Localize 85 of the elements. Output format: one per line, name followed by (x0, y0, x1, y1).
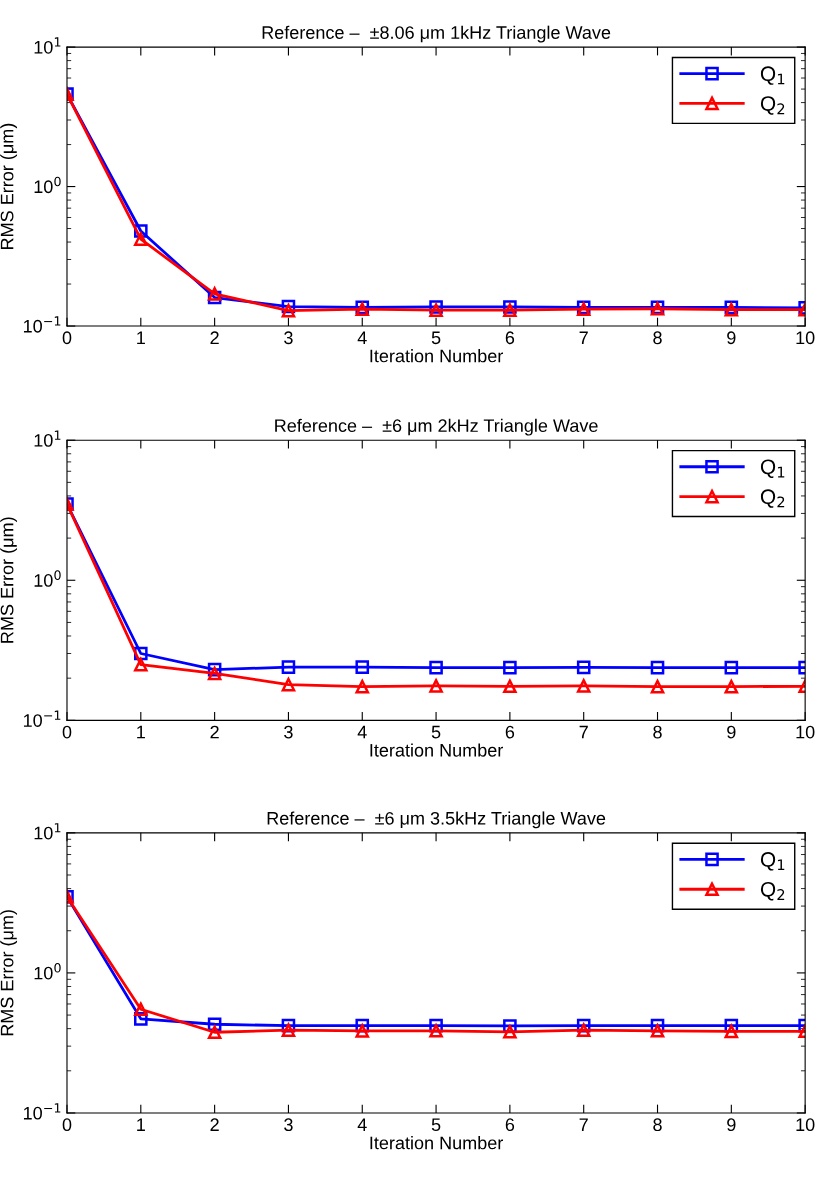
x-tick-label: 6 (505, 331, 515, 345)
point (281, 677, 296, 692)
x-tick-label: 3 (284, 725, 293, 739)
point (355, 1024, 370, 1038)
x-tick-label: 9 (727, 1118, 736, 1132)
point (650, 679, 665, 694)
x-tick-label: 5 (431, 1118, 441, 1132)
point (724, 660, 739, 675)
x-tick-label: 2 (210, 1118, 219, 1131)
x-tick-label: 9 (727, 725, 736, 739)
point (355, 679, 370, 694)
point (429, 1024, 443, 1038)
point (576, 679, 591, 693)
x-tick-label: 7 (579, 725, 588, 739)
point (429, 679, 443, 693)
x-tick-label: 2 (210, 725, 219, 739)
point (650, 660, 665, 675)
point (355, 660, 370, 674)
y-tick-label: 10$^{1}$ (34, 823, 61, 840)
chart-title: Reference – ±6 μm 2kHz Triangle Wave (275, 418, 598, 436)
point (134, 232, 148, 246)
point (724, 1024, 739, 1039)
point (281, 303, 296, 318)
y-tick-label: 10$^{−1}$ (23, 710, 61, 727)
x-tick-label: 10 (796, 331, 815, 345)
point (576, 660, 591, 675)
y-tick-label: 10$^{−1}$ (23, 316, 61, 333)
x-tick-label: 1 (137, 331, 145, 344)
x-tick-label: 0 (62, 331, 72, 345)
x-axis-title: Iteration Number (370, 743, 504, 757)
point (281, 660, 296, 674)
point (503, 660, 517, 675)
x-tick-label: 10 (796, 1118, 815, 1132)
legend-label: Q$_{2}$ (760, 96, 785, 115)
point (503, 1024, 517, 1039)
x-tick-label: 6 (505, 725, 515, 739)
point (576, 1023, 591, 1037)
x-tick-label: 0 (62, 725, 72, 739)
x-tick-label: 6 (505, 1118, 515, 1132)
chart-title: Reference – ±6 μm 3.5kHz Triangle Wave (267, 811, 606, 829)
y-axis-title: RMS Error (μm) (0, 123, 18, 249)
x-tick-label: 8 (653, 331, 662, 345)
point (207, 1025, 222, 1040)
point (650, 1024, 665, 1038)
point (724, 679, 739, 694)
x-tick-label: 8 (653, 725, 662, 739)
x-tick-label: 7 (579, 1118, 588, 1131)
x-tick-label: 5 (431, 331, 441, 345)
x-tick-label: 3 (284, 1118, 293, 1132)
x-axis-title: Iteration Number (370, 349, 504, 363)
x-tick-label: 5 (431, 725, 441, 739)
point (281, 1023, 296, 1037)
x-tick-label: 2 (210, 331, 219, 344)
point (134, 1002, 148, 1017)
legend-label: Q$_{1}$ (760, 459, 785, 478)
point (429, 660, 443, 675)
x-tick-label: 10 (796, 725, 815, 739)
x-tick-label: 3 (284, 331, 293, 345)
legend-label: Q$_{1}$ (760, 852, 785, 871)
y-tick-label: 10$^{−1}$ (23, 1103, 61, 1120)
point (503, 679, 517, 694)
x-tick-label: 1 (137, 1118, 145, 1131)
y-tick-label: 10$^{0}$ (34, 570, 61, 587)
y-axis-title: RMS Error (μm) (0, 517, 18, 643)
x-tick-label: 8 (653, 1118, 662, 1132)
point (207, 666, 222, 681)
y-tick-label: 10$^{1}$ (34, 430, 61, 447)
legend-label: Q$_{2}$ (760, 489, 785, 508)
x-tick-label: 7 (579, 331, 588, 344)
legend-label: Q$_{1}$ (760, 66, 785, 85)
y-axis-title: RMS Error (μm) (0, 910, 18, 1036)
point (134, 657, 148, 672)
y-tick-label: 10$^{0}$ (34, 963, 61, 980)
x-tick-label: 0 (62, 1118, 72, 1132)
x-tick-label: 4 (357, 1118, 367, 1131)
legend-label: Q$_{2}$ (760, 881, 785, 901)
y-tick-label: 10$^{1}$ (34, 37, 61, 54)
chart-title: Reference – ±8.06 μm 1kHz Triangle Wave (262, 25, 611, 43)
x-tick-label: 1 (137, 725, 145, 739)
x-tick-label: 4 (357, 331, 367, 344)
x-tick-label: 9 (727, 331, 736, 345)
x-tick-label: 4 (357, 725, 367, 739)
point (207, 287, 222, 301)
x-axis-title: Iteration Number (370, 1136, 504, 1150)
y-tick-label: 10$^{0}$ (34, 176, 61, 194)
